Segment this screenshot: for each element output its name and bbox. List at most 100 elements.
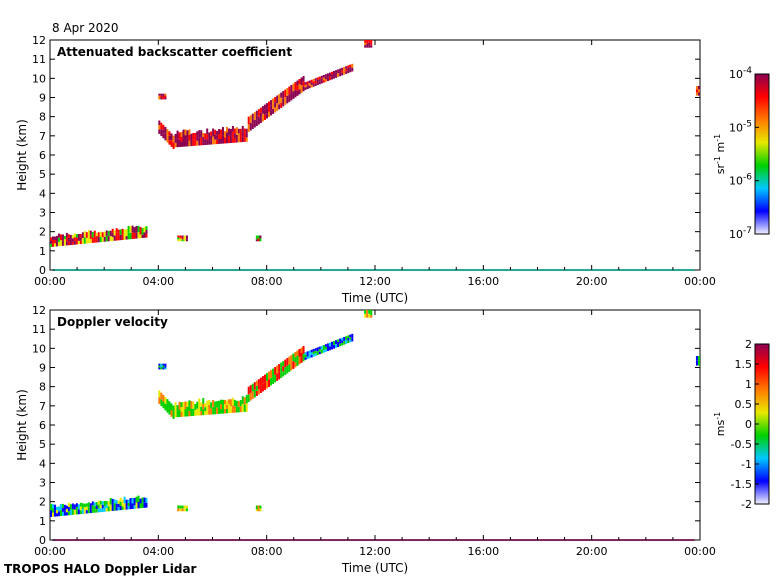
echo-cell xyxy=(180,136,183,142)
echo-cell xyxy=(364,313,367,318)
echo-cell xyxy=(61,240,64,246)
echo-cell xyxy=(172,142,175,150)
echo-cell xyxy=(265,113,268,119)
echo-cell xyxy=(89,506,92,510)
echo-cell xyxy=(101,508,104,512)
echo-cell xyxy=(81,503,84,509)
echo-cell xyxy=(91,505,94,510)
echo-cell xyxy=(95,239,98,243)
echo-cell xyxy=(208,138,211,145)
echo-cell xyxy=(257,235,260,239)
echo-cell xyxy=(204,407,207,412)
echo-cell xyxy=(101,504,104,509)
echo-cell xyxy=(185,505,188,509)
echo-cell xyxy=(229,399,232,407)
echo-cell xyxy=(220,404,223,410)
echo-cell xyxy=(202,403,205,410)
backscatter-axes: 00:00 04:00 08:00 12:00 16:00 20:00 00:0001234… xyxy=(32,34,716,288)
echo-cell xyxy=(259,235,262,239)
echo-cell xyxy=(208,132,211,139)
echo-cell xyxy=(370,310,373,313)
echo-cell xyxy=(341,337,344,341)
echo-cell xyxy=(117,507,120,511)
echo-cell xyxy=(251,113,254,119)
echo-cell xyxy=(255,115,258,121)
echo-cell xyxy=(239,400,242,407)
echo-cell xyxy=(229,128,232,136)
echo-cell xyxy=(99,504,102,509)
echo-cell xyxy=(310,82,313,85)
echo-cell xyxy=(210,140,213,145)
y-tick-label: 11 xyxy=(32,53,46,66)
colorbar-tick-label: -1.5 xyxy=(731,478,752,491)
echo-cell xyxy=(316,77,319,80)
echo-cell xyxy=(109,230,112,236)
echo-cell xyxy=(160,365,163,368)
echo-cell xyxy=(237,400,240,407)
echo-cell xyxy=(71,503,74,510)
echo-cell xyxy=(286,88,289,96)
y-tick-label: 0 xyxy=(39,534,46,547)
echo-cell xyxy=(119,505,122,511)
echo-cell xyxy=(69,509,72,516)
echo-cell xyxy=(131,225,134,233)
echo-cell xyxy=(247,386,250,395)
echo-cell xyxy=(162,124,165,130)
y-tick-label: 7 xyxy=(39,130,46,143)
colorbar-tick-label: -2 xyxy=(741,498,752,511)
echo-cell xyxy=(139,226,142,231)
echo-cell xyxy=(214,129,217,135)
echo-cell xyxy=(370,42,373,46)
echo-cell xyxy=(272,98,275,104)
echo-cell xyxy=(286,358,289,366)
echo-cell xyxy=(280,97,283,103)
echo-cell xyxy=(351,337,354,342)
echo-cell xyxy=(253,112,256,120)
echo-cell xyxy=(314,350,317,354)
echo-cell xyxy=(178,132,181,140)
echo-cell xyxy=(160,363,163,366)
echo-cell xyxy=(343,340,346,345)
echo-cell xyxy=(210,408,213,415)
echo-cell xyxy=(192,139,195,146)
echo-cell xyxy=(162,401,165,409)
echo-cell xyxy=(190,139,193,147)
echo-cell xyxy=(123,236,126,240)
echo-cell xyxy=(306,85,309,90)
echo-cell xyxy=(166,399,169,404)
echo-cell xyxy=(339,341,342,344)
echo-cell xyxy=(145,229,148,234)
echo-cell xyxy=(75,503,78,507)
echo-cell xyxy=(251,383,254,392)
echo-cell xyxy=(278,371,281,380)
echo-cell xyxy=(302,81,305,87)
echo-cell xyxy=(75,241,78,245)
echo-cell xyxy=(695,356,698,361)
echo-cell xyxy=(129,226,132,233)
echo-cell xyxy=(206,410,209,415)
echo-cell xyxy=(296,80,299,86)
echo-cell xyxy=(184,129,187,136)
echo-cell xyxy=(194,404,197,410)
echo-cell xyxy=(290,365,293,371)
echo-cell xyxy=(200,411,203,416)
echo-cell xyxy=(349,69,352,73)
echo-cell xyxy=(237,137,240,143)
echo-cell xyxy=(113,503,116,507)
echo-cell xyxy=(65,232,68,238)
doppler-ylabel: Height (km) xyxy=(15,389,29,460)
echo-cell xyxy=(164,93,167,96)
echo-cell xyxy=(316,79,319,83)
echo-cell xyxy=(243,404,246,412)
echo-cell xyxy=(181,505,184,509)
echo-cell xyxy=(214,409,217,415)
echo-cell xyxy=(196,401,199,409)
y-tick-label: 11 xyxy=(32,323,46,336)
echo-cell xyxy=(276,95,279,104)
echo-cell xyxy=(117,234,120,241)
echo-cell xyxy=(190,401,193,409)
echo-cell xyxy=(335,75,338,78)
colorbar-tick-label: 0 xyxy=(745,418,752,431)
echo-cell xyxy=(200,137,203,146)
echo-cell xyxy=(166,135,169,143)
